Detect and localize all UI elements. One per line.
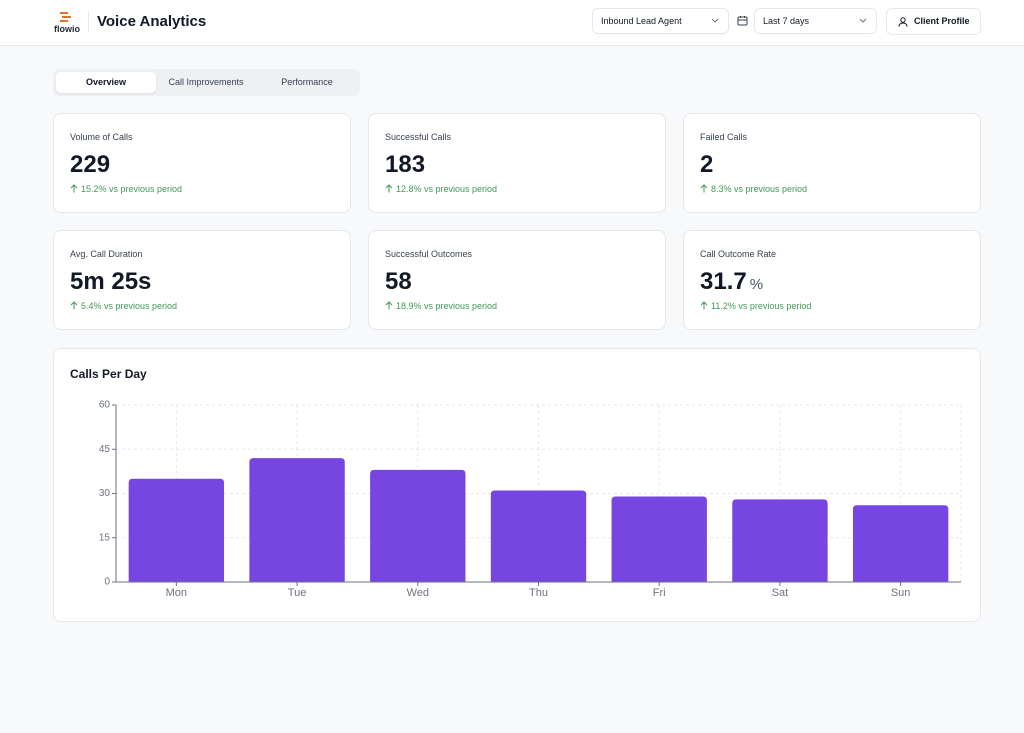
logo-icon	[58, 10, 74, 24]
kpi-value: 183	[385, 151, 425, 178]
tab-bar: Overview Call Improvements Performance	[53, 69, 360, 96]
tab[interactable]: Overview	[56, 72, 156, 93]
x-tick-label: Tue	[288, 587, 307, 599]
kpi-change-text: 8.3% vs previous period	[711, 184, 807, 194]
kpi-value-row: 229	[70, 151, 110, 179]
x-tick-label: Fri	[653, 587, 666, 599]
x-tick-label: Wed	[407, 587, 429, 599]
kpi-value: 5m 25s	[70, 268, 151, 295]
bar	[370, 470, 465, 582]
bar	[612, 496, 707, 582]
x-tick-label: Sat	[772, 587, 789, 599]
kpi-value: 229	[70, 151, 110, 178]
kpi-card: Successful Outcomes 58 18.9% vs previous p…	[368, 230, 666, 330]
kpi-label: Failed Calls	[700, 132, 747, 142]
kpi-change: 12.8% vs previous period	[385, 184, 497, 194]
kpi-change-text: 12.8% vs previous period	[396, 184, 497, 194]
chart: Calls Per Day 0 15 30 45 60 Mon Tue Wed Thu Fri Sa…	[54, 349, 980, 621]
kpi-change: 15.2% vs previous period	[70, 184, 182, 194]
chart-card: Calls Per Day 0 15 30 45 60 Mon Tue Wed Thu Fri Sa…	[53, 348, 981, 622]
separator	[88, 12, 89, 32]
kpi-label: Call Outcome Rate	[700, 249, 776, 259]
up-arrow	[700, 301, 708, 310]
kpi-change-text: 5.4% vs previous period	[81, 301, 177, 311]
kpi-value: 2	[700, 151, 713, 178]
kpi-card: Call Outcome Rate 31.7% 11.2% vs previous …	[683, 230, 981, 330]
up-arrow	[385, 184, 393, 193]
kpi-value: 58	[385, 268, 412, 295]
kpi-label: Volume of Calls	[70, 132, 133, 142]
chevron	[710, 17, 720, 25]
y-tick-label: 15	[99, 532, 111, 543]
kpi-label: Successful Calls	[385, 132, 451, 142]
period-select[interactable]: Last 7 days	[754, 8, 877, 34]
bar	[732, 499, 827, 582]
tab[interactable]: Performance	[257, 72, 357, 93]
up-arrow	[700, 184, 708, 193]
kpi-change: 18.9% vs previous period	[385, 301, 497, 311]
bar	[129, 479, 224, 582]
bar	[853, 505, 948, 582]
y-tick-label: 60	[99, 400, 111, 411]
chart-title: Calls Per Day	[70, 367, 147, 381]
kpi-change-text: 15.2% vs previous period	[81, 184, 182, 194]
agent-select[interactable]: Inbound Lead Agent	[592, 8, 729, 34]
bar	[491, 491, 586, 582]
kpi-value-row: 5m 25s	[70, 268, 151, 296]
bar	[249, 458, 344, 582]
x-tick-label: Sun	[891, 587, 911, 599]
kpi-card: Volume of Calls 229 15.2% vs previous peri…	[53, 113, 351, 213]
kpi-value-row: 2	[700, 151, 713, 179]
client-profile-button[interactable]: Client Profile	[886, 8, 981, 35]
up-arrow	[385, 301, 393, 310]
period-select-text: Last 7 days	[763, 16, 809, 26]
kpi-card: Successful Calls 183 12.8% vs previous per…	[368, 113, 666, 213]
kpi-change-text: 11.2% vs previous period	[711, 301, 811, 311]
x-tick-label: Thu	[529, 587, 548, 599]
top-bar: flowio Voice Analytics Inbound Lead Agen…	[0, 0, 1024, 46]
y-tick-label: 45	[99, 444, 111, 455]
y-tick-label: 30	[99, 488, 111, 499]
y-tick-label: 0	[104, 577, 110, 588]
kpi-unit: %	[750, 276, 763, 293]
user-icon	[898, 17, 908, 27]
kpi-value: 31.7	[700, 268, 747, 295]
up-arrow	[70, 301, 78, 310]
client-profile-text: Client Profile	[914, 16, 970, 26]
up-arrow	[70, 184, 78, 193]
tab[interactable]: Call Improvements	[156, 72, 256, 93]
kpi-change: 5.4% vs previous period	[70, 301, 177, 311]
kpi-value-row: 58	[385, 268, 412, 296]
kpi-change-text: 18.9% vs previous period	[396, 301, 497, 311]
x-tick-label: Mon	[166, 587, 187, 599]
kpi-change: 11.2% vs previous period	[700, 301, 811, 311]
kpi-card: Failed Calls 2 8.3% vs previous period	[683, 113, 981, 213]
calendar-icon	[737, 15, 748, 26]
kpi-value-row: 183	[385, 151, 425, 179]
kpi-label: Avg. Call Duration	[70, 249, 142, 259]
chevron	[858, 17, 868, 25]
kpi-value-row: 31.7%	[700, 268, 763, 296]
kpi-change: 8.3% vs previous period	[700, 184, 807, 194]
kpi-card: Avg. Call Duration 5m 25s 5.4% vs previous…	[53, 230, 351, 330]
kpi-label: Successful Outcomes	[385, 249, 472, 259]
app-title: Voice Analytics	[97, 13, 206, 30]
agent-select-text: Inbound Lead Agent	[601, 16, 682, 26]
logo: flowio	[54, 24, 80, 34]
